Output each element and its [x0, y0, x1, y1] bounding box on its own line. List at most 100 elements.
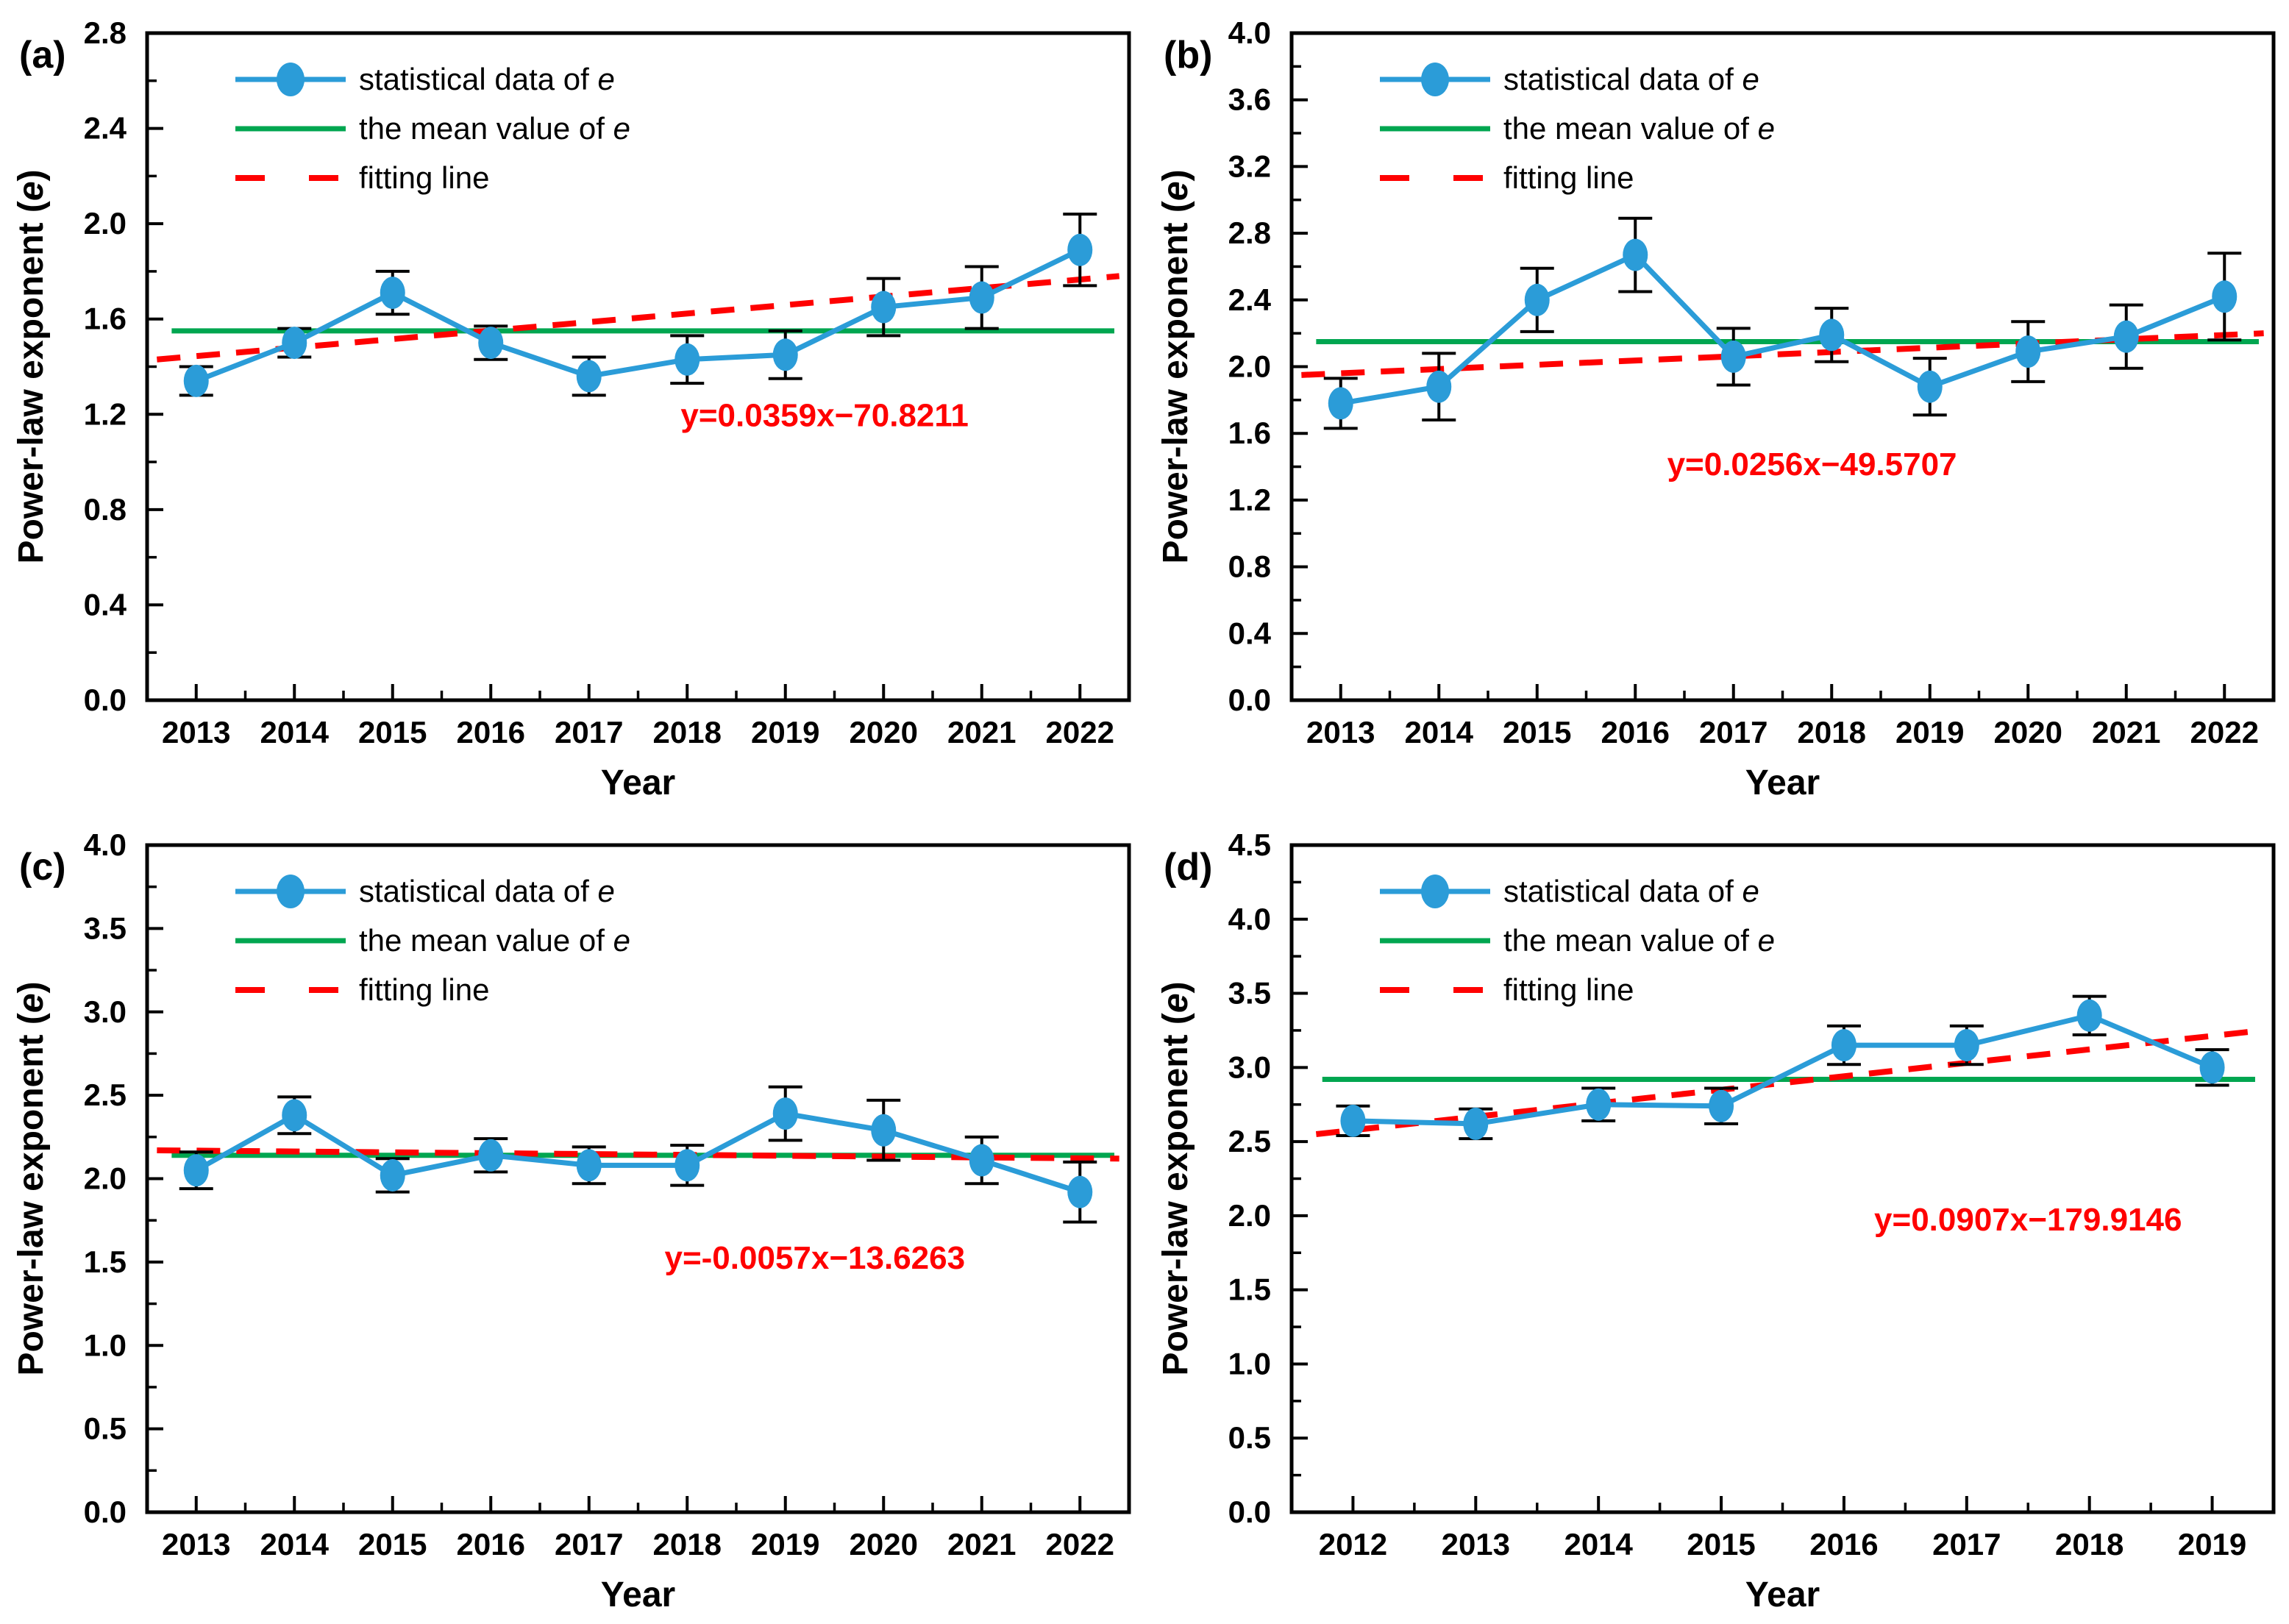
y-tick-label: 1.2	[1228, 482, 1271, 517]
x-tick-label: 2016	[457, 1527, 525, 1561]
data-point-marker	[1709, 1089, 1734, 1122]
data-series-line	[193, 1111, 1083, 1195]
x-axis-title: Year	[601, 763, 675, 802]
panel-a-chart: 0.0 0.4 0.8 1.2 1.6 2.0 2.4 2.8 2013 2014 2015 2016…	[12, 15, 1131, 802]
y-tick-label: 4.0	[84, 827, 127, 862]
x-tick-label: 2019	[2178, 1527, 2246, 1561]
y-tick-label: 0.5	[1228, 1420, 1271, 1455]
fit-line	[157, 273, 1119, 363]
x-axis-title: Year	[601, 1575, 675, 1614]
y-tick-label: 2.4	[84, 111, 127, 146]
data-point-marker	[1954, 1029, 1979, 1062]
y-tick-label: 2.0	[1228, 1198, 1271, 1233]
y-tick-label: 1.0	[1228, 1346, 1271, 1381]
panel-tag: (b)	[1164, 34, 1212, 76]
y-tick-label: 2.4	[1228, 282, 1272, 317]
y-tick-label: 0.8	[1228, 549, 1271, 584]
y-tick-label: 2.8	[84, 15, 127, 50]
legend: statistical data of e the mean value of e…	[235, 62, 630, 195]
x-tick-label: 2013	[162, 715, 230, 749]
y-axis-title: Power-law exponent (e)	[1156, 169, 1195, 563]
x-tick-label: 2016	[1809, 1527, 1878, 1561]
x-tick-label: 2019	[1895, 715, 1964, 749]
y-tick-label: 2.5	[1228, 1124, 1271, 1158]
x-tick-label: 2017	[1699, 715, 1768, 749]
y-tick-label: 0.5	[84, 1411, 127, 1446]
y-axis-title: Power-law exponent (e)	[1156, 981, 1195, 1375]
x-tick-label: 2013	[1442, 1527, 1510, 1561]
y-tick-label: 4.0	[1228, 902, 1271, 936]
y-tick-label: 1.6	[1228, 416, 1271, 450]
y-tick-label: 2.0	[84, 206, 127, 241]
x-tick-label: 2021	[947, 1527, 1016, 1561]
data-point-marker	[1623, 238, 1648, 271]
legend-series-marker	[277, 875, 305, 908]
data-point-marker	[1819, 318, 1845, 352]
legend-label-fitting-line: fitting line	[359, 972, 489, 1007]
legend-label-statistical-data: statistical data of e	[1503, 874, 1759, 908]
x-tick-label: 2013	[162, 1527, 230, 1561]
data-point-marker	[674, 1149, 700, 1182]
data-point-marker	[1720, 340, 1746, 373]
legend-label-statistical-data: statistical data of e	[359, 62, 615, 96]
data-series-line	[1350, 1013, 2215, 1127]
data-point-marker	[2199, 1051, 2225, 1084]
data-point-marker	[282, 327, 307, 360]
x-tick-label: 2017	[555, 1527, 623, 1561]
data-point-marker	[478, 1139, 504, 1172]
data-point-marker	[576, 360, 602, 393]
x-tick-label: 2020	[1994, 715, 2062, 749]
panel-tag: (a)	[19, 34, 66, 76]
data-point-marker	[969, 1144, 994, 1177]
x-tick-label: 2020	[850, 715, 918, 749]
legend-series-marker	[1421, 875, 1449, 908]
panel-b-chart: 0.0 0.4 0.8 1.2 1.6 2.0 2.4 2.8 3.2 3.6 4.0 2013 201…	[1156, 15, 2276, 802]
data-point-marker	[183, 1154, 209, 1187]
data-point-marker	[772, 1097, 798, 1130]
x-tick-label: 2013	[1306, 715, 1375, 749]
data-point-marker	[2076, 999, 2102, 1032]
x-tick-label: 2018	[2055, 1527, 2124, 1561]
y-tick-label: 2.5	[84, 1078, 127, 1112]
data-point-marker	[772, 338, 798, 371]
x-tick-label: 2018	[653, 1527, 722, 1561]
y-tick-label: 0.4	[1228, 616, 1272, 650]
data-point-marker	[1917, 370, 1943, 403]
data-point-marker	[871, 1114, 897, 1147]
x-tick-label: 2022	[1046, 715, 1114, 749]
panel-c-chart: 0.0 0.5 1.0 1.5 2.0 2.5 3.0 3.5 4.0 2013 2014 2015 2…	[12, 827, 1131, 1614]
y-tick-label: 1.2	[84, 396, 127, 431]
y-tick-label: 3.5	[84, 911, 127, 945]
x-tick-label: 2021	[2092, 715, 2160, 749]
y-tick-label: 1.5	[1228, 1272, 1271, 1307]
y-tick-label: 2.0	[1228, 349, 1271, 384]
y-axis-title: Power-law exponent (e)	[12, 981, 51, 1375]
x-axis-title: Year	[1745, 763, 1820, 802]
fit-equation-label: y=0.0907x−179.9146	[1874, 1202, 2182, 1238]
x-tick-label: 2015	[1687, 1527, 1755, 1561]
y-tick-label: 0.0	[1228, 683, 1271, 717]
legend-label-statistical-data: statistical data of e	[359, 874, 615, 908]
y-tick-label: 0.0	[84, 1495, 127, 1529]
x-tick-label: 2016	[1601, 715, 1670, 749]
y-tick-label: 0.0	[84, 683, 127, 717]
panel-tag: (c)	[19, 846, 66, 888]
legend-label-mean-value: the mean value of e	[1503, 923, 1775, 958]
y-tick-label: 1.0	[84, 1328, 127, 1362]
x-tick-label: 2021	[947, 715, 1016, 749]
y-tick-label: 0.0	[1228, 1495, 1271, 1529]
x-tick-label: 2015	[358, 715, 427, 749]
fit-line	[157, 1147, 1119, 1162]
x-tick-label: 2017	[555, 715, 623, 749]
data-point-marker	[1067, 1175, 1093, 1208]
data-point-marker	[969, 281, 994, 314]
data-point-marker	[380, 1158, 405, 1192]
data-point-marker	[576, 1149, 602, 1182]
legend-label-fitting-line: fitting line	[359, 160, 489, 195]
x-tick-label: 2015	[358, 1527, 427, 1561]
data-point-marker	[871, 291, 897, 324]
legend: statistical data of e the mean value of e…	[235, 874, 630, 1007]
y-tick-label: 2.8	[1228, 216, 1271, 250]
data-point-marker	[1426, 370, 1452, 403]
legend-label-statistical-data: statistical data of e	[1503, 62, 1759, 96]
